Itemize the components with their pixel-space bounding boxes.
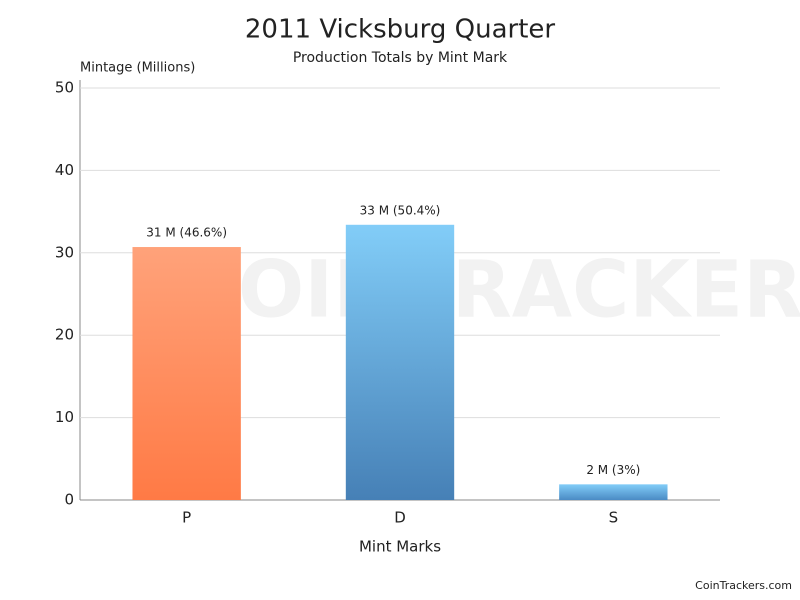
y-tick-label: 20 bbox=[55, 326, 74, 344]
y-tick-label: 50 bbox=[55, 79, 74, 97]
bar bbox=[559, 484, 667, 500]
y-axis-label: Mintage (Millions) bbox=[80, 61, 195, 76]
bar bbox=[132, 247, 240, 500]
x-axis-label: Mint Marks bbox=[359, 538, 441, 556]
data-label: 31 M (46.6%) bbox=[146, 226, 227, 240]
data-label: 2 M (3%) bbox=[586, 463, 640, 477]
watermark: COINTRACKERS bbox=[181, 245, 800, 335]
chart-title: 2011 Vicksburg Quarter bbox=[245, 15, 556, 45]
x-tick-label: D bbox=[394, 509, 406, 527]
y-tick-label: 30 bbox=[55, 243, 74, 261]
y-tick-label: 0 bbox=[64, 491, 74, 509]
chart-subtitle: Production Totals by Mint Mark bbox=[293, 50, 508, 66]
bar bbox=[346, 225, 454, 500]
x-tick-label: S bbox=[609, 509, 619, 527]
y-tick-label: 10 bbox=[55, 408, 74, 426]
credit: CoinTrackers.com bbox=[695, 579, 792, 592]
data-label: 33 M (50.4%) bbox=[360, 203, 441, 217]
y-tick-label: 40 bbox=[55, 161, 74, 179]
x-tick-label: P bbox=[182, 509, 191, 527]
